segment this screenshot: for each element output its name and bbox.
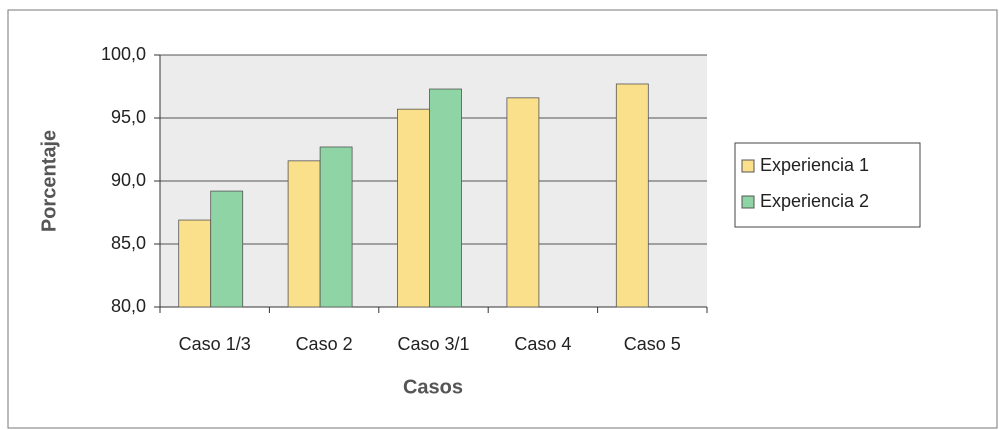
x-tick-label: Caso 2 [296, 334, 353, 354]
legend-label: Experiencia 1 [760, 155, 869, 175]
legend-swatch [741, 195, 755, 209]
legend-box [734, 142, 921, 228]
bar [178, 219, 212, 308]
bar [210, 190, 244, 308]
legend-swatch [741, 159, 755, 173]
y-tick-label: 80,0 [111, 296, 146, 316]
bar [319, 146, 353, 308]
y-tick-label: 100,0 [101, 44, 146, 64]
x-axis-title: Casos [403, 376, 463, 398]
bar [506, 97, 540, 308]
y-tick-label: 90,0 [111, 170, 146, 190]
legend-label: Experiencia 2 [760, 191, 869, 211]
bar [429, 88, 462, 308]
x-tick-label: Caso 3/1 [397, 334, 469, 354]
y-tick-label: 85,0 [111, 233, 146, 253]
bar [287, 160, 321, 308]
y-axis-title: Porcentaje [38, 130, 60, 232]
x-tick-label: Caso 4 [514, 334, 571, 354]
bar [615, 83, 649, 308]
x-tick-label: Caso 1/3 [179, 334, 251, 354]
x-tick-label: Caso 5 [624, 334, 681, 354]
bar [397, 108, 430, 308]
y-tick-label: 95,0 [111, 107, 146, 127]
